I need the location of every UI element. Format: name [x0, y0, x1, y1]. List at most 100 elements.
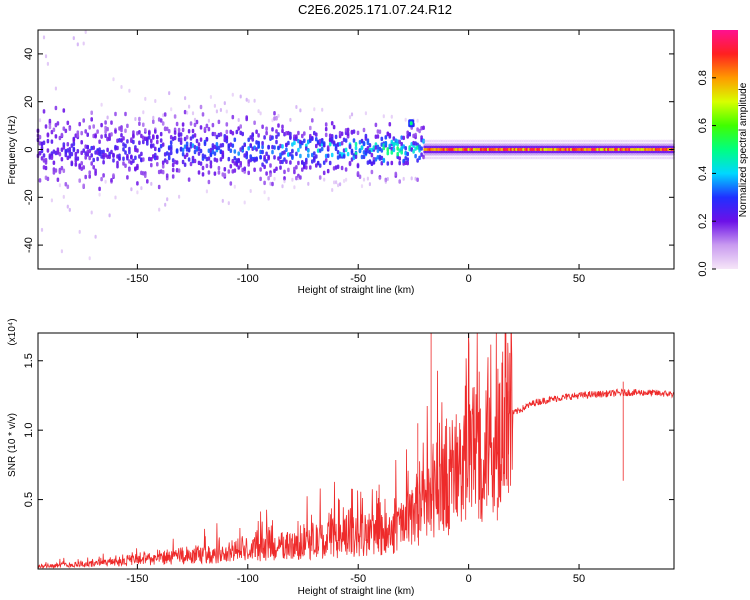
spectrogram-cell	[541, 139, 544, 143]
spectrogram-cell	[622, 139, 626, 143]
spectrogram-y-tick-label: 40	[23, 48, 35, 60]
spectrogram-cell	[398, 179, 401, 184]
spectrogram-cell	[575, 143, 578, 147]
spectrogram-cell	[60, 147, 64, 152]
spectrogram-cell	[265, 151, 268, 156]
spectrogram-cell	[88, 148, 91, 154]
spectrogram-cell	[644, 143, 647, 147]
spectrogram-cell	[404, 151, 407, 156]
spectrogram-cell	[366, 140, 370, 146]
spectrogram-cell	[518, 150, 522, 154]
spectrogram-cell	[426, 145, 430, 149]
spectrogram-cell	[541, 145, 544, 149]
spectrogram-cell	[550, 150, 553, 154]
spectrogram-cell	[128, 167, 131, 172]
spectrogram-cell	[76, 156, 80, 161]
spectrogram-cell	[414, 141, 417, 146]
spectrogram-cell	[134, 117, 137, 121]
spectrogram-cell	[293, 169, 296, 175]
spectrogram-cell	[582, 156, 585, 160]
spectrogram-cell	[536, 156, 539, 160]
spectrogram-cell	[502, 152, 506, 156]
spectrogram-cell	[573, 150, 576, 154]
spectrogram-cell	[621, 139, 624, 143]
spectrogram-cell	[506, 148, 509, 151]
spectrogram-cell	[352, 138, 356, 143]
spectrogram-cell	[628, 148, 631, 151]
spectrogram-cell	[592, 156, 596, 160]
spectrogram-cell	[550, 143, 553, 147]
spectrogram-cell	[524, 143, 527, 147]
spectrogram-cell	[642, 145, 645, 149]
spectrogram-cell	[432, 148, 435, 151]
spectrogram-cell	[614, 152, 617, 156]
spectrogram-cell	[271, 118, 274, 123]
spectrogram-cell	[58, 135, 62, 141]
spectrogram-cell	[305, 165, 308, 170]
spectrogram-cell	[42, 158, 46, 163]
spectrogram-cell	[578, 148, 582, 151]
spectrogram-cell	[98, 150, 101, 155]
spectrogram-cell	[392, 136, 396, 141]
spectrogram-cell	[374, 157, 378, 162]
spectrogram-cell	[338, 141, 342, 147]
spectrogram-cell	[573, 152, 576, 156]
spectrogram-cell	[177, 127, 181, 133]
spectrogram-cell	[305, 160, 308, 165]
spectrogram-cell	[326, 168, 330, 174]
spectrogram-cell	[506, 145, 509, 149]
spectrogram-cell	[157, 147, 161, 152]
spectrogram-cell	[670, 139, 673, 143]
spectrogram-cell	[605, 156, 608, 160]
spectrogram-cell	[249, 189, 252, 193]
spectrogram-cell	[610, 148, 613, 151]
spectrogram-cell	[279, 143, 282, 149]
spectrogram-cell	[656, 148, 659, 151]
spectrogram-cell	[631, 152, 635, 156]
spectrogram-cell	[173, 159, 177, 165]
spectrogram-cell	[178, 194, 181, 199]
spectrogram-cell	[546, 156, 550, 160]
spectrogram-cell	[642, 152, 645, 156]
spectrogram-cell	[661, 156, 665, 160]
spectrogram-cell	[513, 139, 516, 143]
spectrogram-cell	[571, 150, 575, 154]
spectrogram-cell	[165, 159, 169, 165]
spectrogram-cell	[575, 145, 578, 149]
spectrogram-cell	[518, 143, 522, 147]
spectrogram-cell	[472, 150, 476, 154]
spectrogram-cell	[525, 152, 529, 156]
spectrogram-cell	[193, 122, 197, 128]
spectrogram-cell	[370, 152, 374, 158]
spectrogram-cell	[239, 124, 242, 129]
spectrogram-cell	[88, 125, 91, 130]
snr-x-tick-label: -150	[126, 573, 148, 585]
spectrogram-cell	[386, 177, 389, 181]
spectrogram-cell	[428, 139, 431, 143]
spectrogram-cell	[356, 130, 360, 136]
spectrogram-cell	[253, 158, 256, 163]
spectrogram-cell	[550, 145, 553, 149]
spectrogram-cell	[358, 140, 362, 145]
spectrogram-cell	[44, 54, 48, 59]
spectrogram-cell	[483, 148, 486, 151]
spectrogram-cell	[670, 156, 673, 160]
spectrogram-cell	[552, 156, 555, 160]
spectrogram-cell	[52, 149, 56, 154]
spectrogram-cell	[568, 139, 571, 143]
spectrogram-cell	[48, 155, 52, 160]
spectrogram-cell	[638, 156, 642, 160]
spectrogram-cell	[582, 143, 585, 147]
spectrogram-cell	[483, 145, 486, 149]
spectrogram-cell	[594, 145, 597, 149]
spectrogram-cell	[126, 175, 129, 180]
spectrogram-cell	[249, 143, 252, 148]
spectrogram-cell	[536, 139, 539, 143]
spectrogram-cell	[539, 148, 543, 151]
spectrogram-cell	[508, 148, 511, 151]
spectrogram-cell	[499, 148, 502, 151]
spectrogram-cell	[255, 147, 258, 152]
spectrogram-cell	[660, 143, 663, 147]
spectrogram-cell	[631, 148, 635, 151]
spectrogram-cell	[534, 139, 537, 143]
